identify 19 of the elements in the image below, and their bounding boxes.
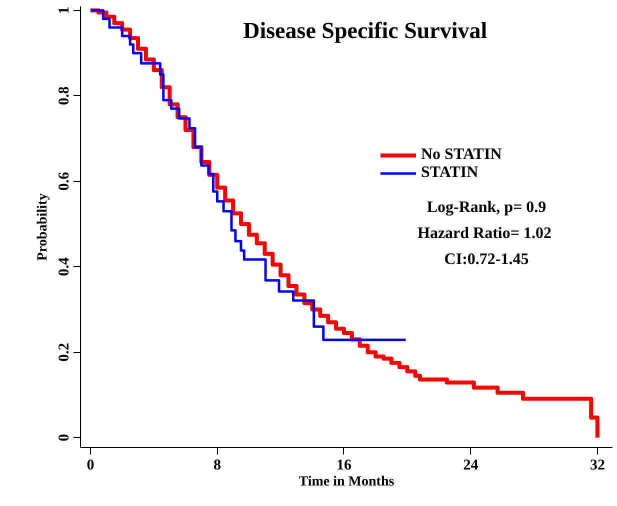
y-axis-title: Probability [36,193,50,261]
y-tick-label: 0.8 [56,86,72,106]
x-tick-label: 8 [213,458,221,474]
x-axis-title: Time in Months [298,474,395,490]
y-tick-label: 0.2 [56,342,72,362]
x-tick-label: 0 [86,458,94,474]
y-tick-label: 0 [56,434,72,442]
annotation: Log-Rank, p= 0.9 [426,199,546,216]
legend-label: STATIN [421,164,478,182]
text: Disease Specific Survival [243,18,488,43]
y-tick-label: 0.4 [56,256,72,276]
x-tick-label: 16 [336,458,352,474]
x-tick-label: 24 [463,458,479,474]
legend-label: No STATIN [421,146,502,164]
x-tick-label: 32 [590,458,605,474]
y-tick-label: 0.6 [56,171,72,191]
y-tick-label: 1 [56,6,72,14]
annotation: CI:0.72-1.45 [444,251,529,268]
annotation: Hazard Ratio= 1.02 [418,225,552,242]
